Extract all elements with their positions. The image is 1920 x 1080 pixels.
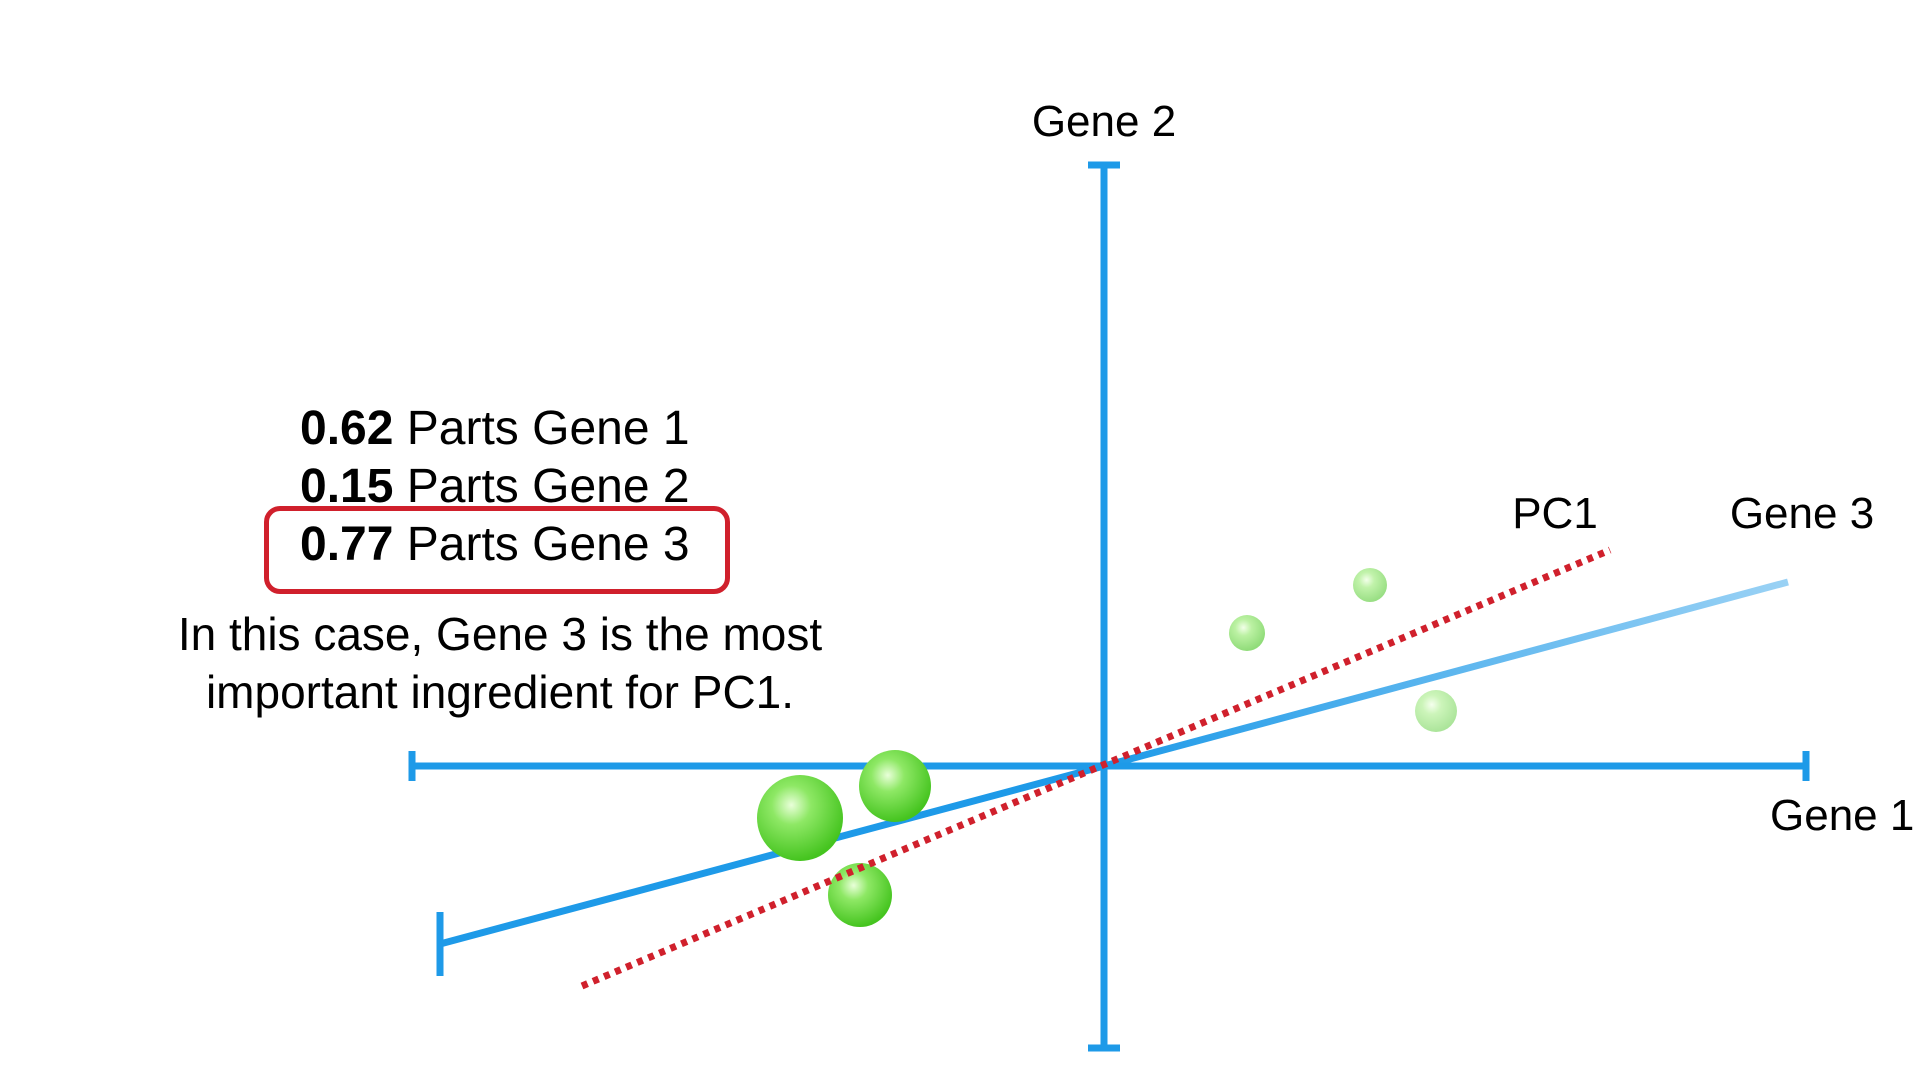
explanation-line: important ingredient for PC1.	[205, 666, 795, 718]
pc1-label: PC1	[1512, 489, 1598, 538]
gene1-axis-label: Gene 1	[1770, 791, 1914, 840]
data-point	[859, 750, 931, 822]
data-point	[1415, 690, 1457, 732]
pc1-loadings: 0.62 Parts Gene 1 0.15 Parts Gene 2 0.77…	[300, 400, 690, 574]
explanation-line: In this case, Gene 3 is the most	[177, 608, 823, 660]
gene3-axis	[436, 578, 1789, 976]
loading-value: 0.62	[300, 402, 394, 455]
loading-gene1: 0.62 Parts Gene 1	[300, 400, 690, 458]
loading-gene2: 0.15 Parts Gene 2	[300, 458, 690, 516]
data-points	[757, 568, 1457, 927]
loading-value: 0.15	[300, 460, 394, 513]
loading-value: 0.77	[300, 518, 394, 571]
explanation-text: In this case, Gene 3 is the most importa…	[100, 605, 900, 721]
gene2-axis-label: Gene 2	[1032, 97, 1176, 146]
loading-text: Parts Gene 1	[406, 402, 690, 455]
gene3-highlight-box	[264, 506, 730, 594]
data-point	[757, 775, 843, 861]
loading-text: Parts Gene 2	[406, 460, 690, 513]
data-point	[1229, 615, 1265, 651]
gene2-axis	[1088, 161, 1120, 1052]
data-point	[1353, 568, 1387, 602]
data-point	[828, 863, 892, 927]
loading-gene3: 0.77 Parts Gene 3	[300, 516, 690, 574]
gene3-axis-label: Gene 3	[1730, 489, 1874, 538]
loading-text: Parts Gene 3	[406, 518, 690, 571]
